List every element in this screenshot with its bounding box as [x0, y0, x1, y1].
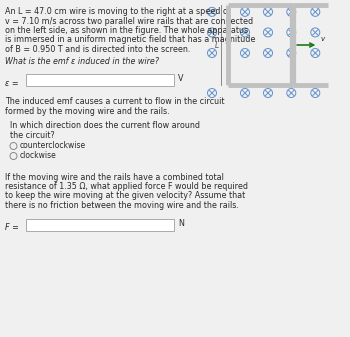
Text: on the left side, as shown in the figure. The whole apparatus: on the left side, as shown in the figure… — [5, 26, 248, 35]
Text: resistance of 1.35 Ω, what applied force F would be required: resistance of 1.35 Ω, what applied force… — [5, 182, 248, 191]
Text: is immersed in a uniform magnetic field that has a magnitude: is immersed in a uniform magnetic field … — [5, 35, 256, 44]
Text: clockwise: clockwise — [20, 152, 57, 160]
Text: to keep the wire moving at the given velocity? Assume that: to keep the wire moving at the given vel… — [5, 191, 245, 201]
Text: F =: F = — [5, 223, 19, 233]
Text: v: v — [320, 36, 324, 42]
Text: counterclockwise: counterclockwise — [20, 142, 86, 151]
Text: The induced emf causes a current to flow in the circuit: The induced emf causes a current to flow… — [5, 97, 224, 106]
Text: An L = 47.0 cm wire is moving to the right at a speed of: An L = 47.0 cm wire is moving to the rig… — [5, 7, 231, 16]
Bar — [26, 218, 174, 231]
Text: If the moving wire and the rails have a combined total: If the moving wire and the rails have a … — [5, 173, 224, 182]
Text: L: L — [215, 40, 219, 50]
Text: of B = 0.950 T and is directed into the screen.: of B = 0.950 T and is directed into the … — [5, 45, 190, 54]
Text: In which direction does the current flow around: In which direction does the current flow… — [10, 121, 200, 130]
Text: there is no friction between the moving wire and the rails.: there is no friction between the moving … — [5, 201, 239, 210]
Bar — [26, 73, 174, 86]
Text: the circuit?: the circuit? — [10, 130, 55, 140]
Text: What is the emf ε induced in the wire?: What is the emf ε induced in the wire? — [5, 58, 159, 66]
Text: V: V — [178, 74, 183, 83]
Text: N: N — [178, 219, 184, 228]
Text: ε =: ε = — [5, 79, 19, 88]
Text: v = 7.10 m/s across two parallel wire rails that are connected: v = 7.10 m/s across two parallel wire ra… — [5, 17, 253, 26]
Text: formed by the moving wire and the rails.: formed by the moving wire and the rails. — [5, 107, 170, 116]
